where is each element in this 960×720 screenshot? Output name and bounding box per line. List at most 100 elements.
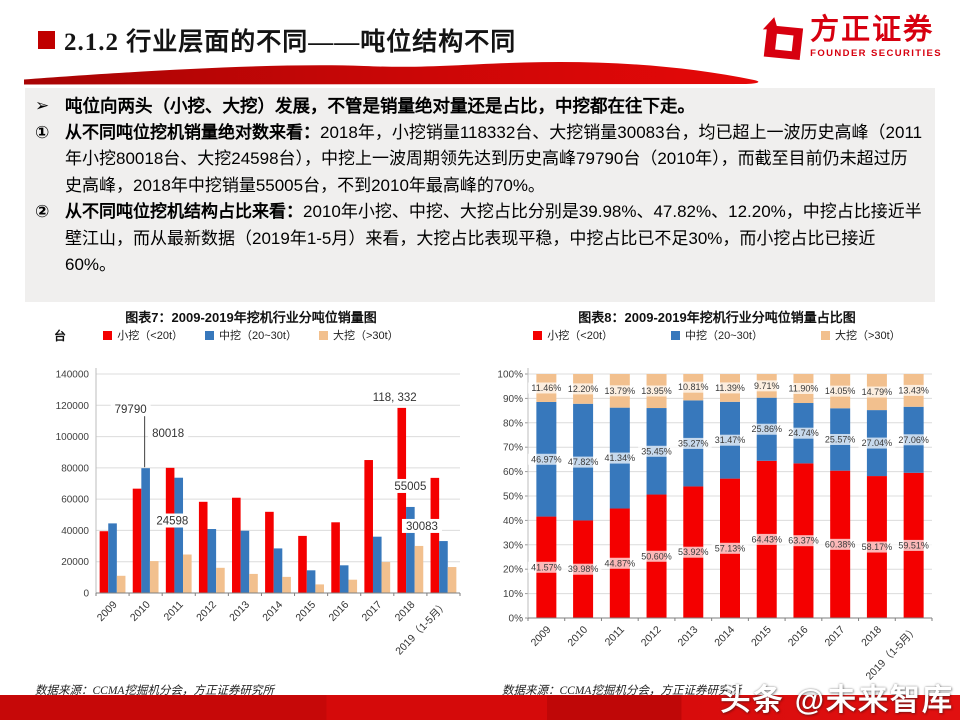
legend-label: 大挖（>30t） <box>834 330 901 342</box>
svg-text:24.74%: 24.74% <box>788 428 819 438</box>
svg-text:2014: 2014 <box>260 599 285 624</box>
svg-text:27.06%: 27.06% <box>898 435 929 445</box>
svg-text:12.20%: 12.20% <box>568 384 599 394</box>
legend-label: 中挖（20~30t） <box>685 330 763 342</box>
legend-swatch-icon <box>671 330 681 340</box>
summary-item-2-text: 从不同吨位挖机结构占比来看：2010年小挖、中挖、大挖占比分别是39.98%、4… <box>65 202 922 274</box>
svg-text:2012: 2012 <box>194 599 219 624</box>
legend-swatch-icon <box>318 330 328 340</box>
svg-text:2014: 2014 <box>712 624 737 649</box>
svg-text:40000: 40000 <box>61 526 89 537</box>
summary-lead-text: 吨位向两头（小挖、大挖）发展，不管是销量绝对量还是占比，中挖都在往下走。 <box>65 96 695 116</box>
svg-text:20000: 20000 <box>61 557 89 568</box>
svg-text:24598: 24598 <box>156 516 188 528</box>
svg-text:25.86%: 25.86% <box>751 424 782 434</box>
legend-item: 小挖（<20t） <box>103 327 183 343</box>
svg-text:50%: 50% <box>503 492 523 503</box>
legend-item: 小挖（<20t） <box>533 327 613 343</box>
legend-label: 大挖（>30t） <box>332 330 399 342</box>
svg-text:2013: 2013 <box>227 599 252 624</box>
svg-text:10.81%: 10.81% <box>678 382 709 392</box>
chart8-title: 图表8：2009-2019年挖机行业分吨位销量占比图 <box>578 310 856 325</box>
svg-text:80000: 80000 <box>61 463 89 474</box>
svg-text:2017: 2017 <box>822 624 847 649</box>
arrow-bullet-icon: ➢ <box>35 96 50 115</box>
svg-text:2016: 2016 <box>326 599 351 624</box>
svg-text:35.27%: 35.27% <box>678 438 709 448</box>
svg-text:41.57%: 41.57% <box>531 562 562 572</box>
chart8-legend: 小挖（<20t） 中挖（20~30t） 大挖（>30t） <box>492 326 942 344</box>
svg-text:30%: 30% <box>503 540 523 551</box>
svg-text:47.82%: 47.82% <box>568 457 599 467</box>
svg-text:14.05%: 14.05% <box>825 386 856 396</box>
svg-text:13.43%: 13.43% <box>898 385 929 395</box>
svg-text:2009: 2009 <box>529 624 554 649</box>
chart-sales-share: 图表8：2009-2019年挖机行业分吨位销量占比图 小挖（<20t） 中挖（20… <box>492 305 942 696</box>
chart7-title: 图表7：2009-2019年挖机行业分吨位销量图 <box>125 310 377 325</box>
svg-text:31.47%: 31.47% <box>715 435 746 445</box>
legend-item: 中挖（20~30t） <box>205 327 297 343</box>
svg-text:39.98%: 39.98% <box>568 564 599 574</box>
svg-text:59.51%: 59.51% <box>898 540 929 550</box>
legend-swatch-icon <box>533 330 543 340</box>
svg-text:13.95%: 13.95% <box>641 386 672 396</box>
svg-text:140000: 140000 <box>56 370 90 381</box>
data-source-right: 数据来源：CCMA挖掘机分会，方正证券研究所 <box>502 685 741 697</box>
svg-text:53.92%: 53.92% <box>678 547 709 557</box>
logo-text-en: FOUNDER SECURITIES <box>810 48 942 59</box>
legend-item: 大挖（>30t） <box>318 327 399 343</box>
svg-text:27.04%: 27.04% <box>862 438 893 448</box>
legend-label: 小挖（<20t） <box>117 330 184 342</box>
red-swoosh-divider <box>24 58 764 93</box>
svg-text:13.79%: 13.79% <box>605 386 636 396</box>
svg-text:20%: 20% <box>503 565 523 576</box>
svg-text:46.97%: 46.97% <box>531 454 562 464</box>
bottom-red-bar <box>0 695 960 720</box>
svg-text:30083: 30083 <box>406 521 438 533</box>
legend-item: 中挖（20~30t） <box>671 327 763 343</box>
sales-volume-bar-chart: 0 20000 40000 60000 80000 100000 120000 140000 2… <box>56 368 461 657</box>
svg-text:50.60%: 50.60% <box>641 551 672 561</box>
svg-text:55005: 55005 <box>394 481 426 493</box>
svg-text:2009: 2009 <box>95 599 120 624</box>
founder-logo-icon <box>762 16 804 67</box>
svg-text:14.79%: 14.79% <box>862 387 893 397</box>
svg-text:40%: 40% <box>503 516 523 527</box>
svg-text:2015: 2015 <box>293 599 318 624</box>
svg-text:44.87%: 44.87% <box>605 558 636 568</box>
svg-text:100000: 100000 <box>56 432 90 443</box>
svg-text:63.37%: 63.37% <box>788 536 819 546</box>
svg-text:11.46%: 11.46% <box>531 383 561 393</box>
sales-share-stacked-chart: 0% 10% 20% 30% 40% 50% 60% 70% 80% 90% 100% 2009 201… <box>497 368 933 682</box>
svg-text:120000: 120000 <box>56 401 90 412</box>
legend-item: 大挖（>30t） <box>820 327 901 343</box>
svg-text:25.57%: 25.57% <box>825 434 856 444</box>
svg-text:2010: 2010 <box>128 599 153 624</box>
svg-text:2015: 2015 <box>749 624 774 649</box>
svg-text:0: 0 <box>83 589 89 600</box>
circled-two-icon: ② <box>35 202 50 221</box>
page-title: 2.1.2 行业层面的不同——吨位结构不同 <box>64 29 517 56</box>
legend-swatch-icon <box>103 330 113 340</box>
svg-text:90%: 90% <box>503 394 523 405</box>
legend-swatch-icon <box>820 330 830 340</box>
summary-item-1-text: 从不同吨位挖机销量绝对数来看：2018年，小挖销量118332台、大挖销量300… <box>65 122 923 195</box>
logo-text-cn: 方正证券 <box>810 14 935 46</box>
svg-text:2010: 2010 <box>565 624 590 649</box>
svg-text:11.90%: 11.90% <box>789 383 819 393</box>
chart-sales-volume: 图表7：2009-2019年挖机行业分吨位销量图 台 小挖（<20t） 中挖（20… <box>28 305 474 669</box>
y-axis-unit-label: 台 <box>54 329 67 343</box>
founder-securities-logo: 方正证券 FOUNDER SECURITIES <box>762 16 942 67</box>
watermark: 头条 @未来智库 <box>720 684 954 717</box>
summary-item-2: ② 从不同吨位挖机结构占比来看：2010年小挖、中挖、大挖占比分别是39.98%… <box>35 199 923 279</box>
svg-text:70%: 70% <box>503 443 523 454</box>
svg-text:60.38%: 60.38% <box>825 539 856 549</box>
svg-text:60%: 60% <box>503 467 523 478</box>
summary-block: ➢ 吨位向两头（小挖、大挖）发展，不管是销量绝对量还是占比，中挖都在往下走。 ①… <box>25 88 935 302</box>
svg-text:2018: 2018 <box>393 599 418 624</box>
circled-one-icon: ① <box>35 122 50 142</box>
svg-text:57.13%: 57.13% <box>715 543 746 553</box>
svg-text:2017: 2017 <box>360 599 385 624</box>
title-bullet-square <box>38 31 55 49</box>
data-source-left: 数据来源：CCMA挖掘机分会，方正证券研究所 <box>35 685 274 697</box>
